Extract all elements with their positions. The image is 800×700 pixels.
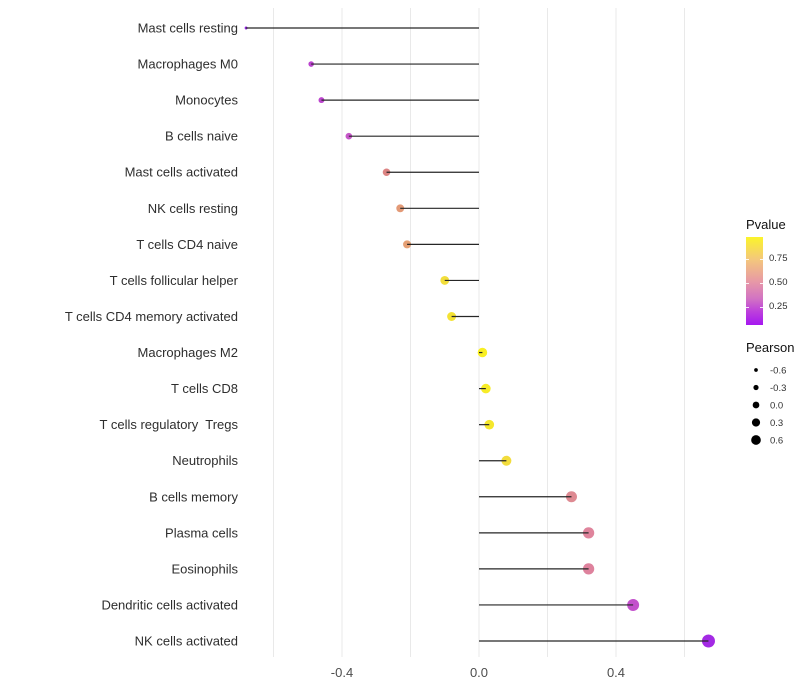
y-axis-label: B cells naive: [165, 129, 238, 144]
y-axis-label: T cells CD4 naive: [136, 237, 238, 252]
x-axis-tick-label: 0.0: [470, 665, 488, 680]
pearson-legend-label: 0.3: [770, 418, 783, 429]
x-axis-tick-label: -0.4: [331, 665, 353, 680]
y-axis-label: Plasma cells: [165, 525, 238, 540]
colorbar-tick: [746, 259, 749, 260]
y-axis-label: T cells follicular helper: [110, 273, 239, 288]
pearson-legend-title: Pearson: [746, 340, 795, 355]
pearson-legend-dot: [753, 384, 759, 391]
pearson-legend-label: -0.3: [770, 383, 786, 394]
y-axis-label: Eosinophils: [172, 561, 239, 576]
y-axis-label: NK cells activated: [135, 634, 238, 649]
colorbar-tick: [746, 307, 749, 309]
x-axis-tick-label: 0.4: [607, 665, 625, 680]
pearson-size-legend: -0.6 -0.3 0.0 0.3 0.6: [751, 366, 786, 447]
pvalue-tick-label: 0.75: [769, 253, 788, 264]
y-axis-label: Macrophages M2: [138, 345, 238, 360]
y-axis-label: NK cells resting: [148, 201, 238, 216]
pearson-legend-label: 0.0: [770, 401, 783, 412]
pearson-legend-dot: [754, 368, 758, 372]
colorbar-tick: [760, 259, 763, 260]
y-axis-label: B cells memory: [149, 489, 238, 504]
colorbar-tick: [746, 282, 749, 284]
pearson-legend-dot: [751, 418, 761, 427]
colorbar-tick: [760, 307, 763, 309]
y-axis-label: Mast cells resting: [138, 21, 238, 36]
pearson-legend-label: 0.6: [770, 436, 783, 447]
pvalue-tick-label: 0.25: [769, 301, 788, 313]
y-axis-label: Monocytes: [175, 93, 238, 108]
pvalue-colorbar: [746, 237, 763, 325]
y-axis-label: Macrophages M0: [138, 57, 238, 72]
pearson-legend-label: -0.6: [770, 366, 786, 377]
y-axis-label: T cells CD8: [171, 381, 238, 396]
y-axis-label: T cells regulatory Tregs: [100, 417, 239, 432]
y-axis-label: T cells CD4 memory activated: [65, 309, 238, 324]
y-axis-label: Dendritic cells activated: [101, 597, 238, 612]
y-axis-label: Mast cells activated: [125, 165, 238, 180]
colorbar-tick: [760, 282, 763, 284]
pvalue-tick-label: 0.50: [769, 276, 788, 288]
pearson-legend-dot: [751, 435, 761, 445]
y-axis-label: Neutrophils: [172, 453, 238, 468]
pearson-legend-dot: [752, 401, 760, 409]
pvalue-legend-title: Pvalue: [746, 217, 786, 232]
